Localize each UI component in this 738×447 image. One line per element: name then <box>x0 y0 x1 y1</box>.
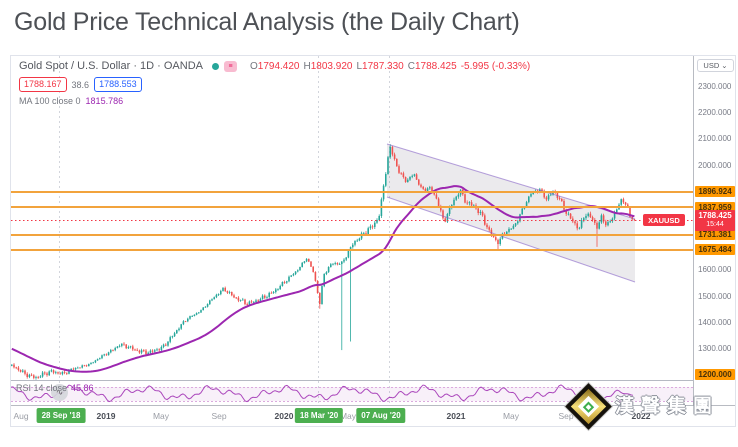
price-axis-tick: 1600.000 <box>698 265 732 275</box>
symbol-title[interactable]: Gold Spot / U.S. Dollar · 1D · OANDA <box>19 60 203 72</box>
level-price-badge: 1896.924 <box>695 186 735 198</box>
symbol-price-tag: XAUUSD <box>643 214 685 226</box>
price-axis-tick: 2300.000 <box>698 82 732 91</box>
ohlc-value: 1803.920 <box>310 60 353 72</box>
ohlc-key: O <box>250 60 258 72</box>
time-axis-label: May <box>502 411 520 421</box>
level-price-badge: 1200.000 <box>695 368 735 380</box>
price-axis-tick: 1400.000 <box>698 317 732 327</box>
ohlc-value: 1788.425 <box>414 60 457 72</box>
time-axis-label: Aug <box>13 411 29 421</box>
flame-icon[interactable]: ≡ <box>224 60 237 72</box>
price-chart-canvas[interactable] <box>11 56 693 405</box>
level-price-badge: 1731.381 <box>695 229 735 241</box>
last-price-value: 1788.425 <box>698 211 732 221</box>
company-watermark: 漢聲集團 <box>565 383 720 430</box>
price-axis-tick: 1300.000 <box>698 344 732 353</box>
market-open-dot-icon <box>212 62 219 70</box>
time-axis[interactable]: Aug 2019 May Sep 2020 May 2021 May Sep 2022 28 Sep… <box>11 405 735 426</box>
rsi-indicator-row[interactable]: RSI 14 close 45.86 <box>16 383 94 393</box>
date-marker-badge[interactable]: 28 Sep '18 <box>36 408 86 423</box>
time-axis-label: 2019 <box>96 411 116 421</box>
ohlc-value: 1794.420 <box>257 60 300 72</box>
chart-header: Gold Spot / U.S. Dollar · 1D · OANDA ≡ O… <box>19 60 534 106</box>
currency-label: USD <box>703 61 720 70</box>
indicator-high-badge: 1788.553 <box>94 77 142 92</box>
indicator-avatar-icon: ∿ <box>51 384 68 401</box>
ohlc-values: O1794.420 H1803.920 L1787.330 C1788.425 -5.9… <box>250 61 534 72</box>
ma-value: 1815.786 <box>85 96 124 106</box>
company-logo-icon <box>565 383 612 430</box>
ohlc-value: -5.995 (-0.33%) <box>460 60 531 72</box>
date-marker-badge[interactable]: 18 Mar '20 <box>294 408 344 423</box>
indicator-value-badges[interactable]: 1788.167 38.6 1788.553 <box>19 77 534 92</box>
price-axis-tick: 2100.000 <box>698 134 732 144</box>
level-price-badge: 1675.484 <box>695 244 735 256</box>
page-title: Gold Price Technical Analysis (the Daily… <box>14 8 520 36</box>
price-axis-tick: 2000.000 <box>698 160 732 170</box>
time-axis-label: 2020 <box>274 411 294 421</box>
date-marker-badge[interactable]: 07 Aug '20 <box>356 408 406 423</box>
time-axis-label: 2021 <box>446 411 466 421</box>
ma-indicator-row[interactable]: MA 100 close 0 1815.786 <box>19 96 534 106</box>
time-axis-label: May <box>339 411 357 421</box>
rsi-value: 45.86 <box>71 383 94 393</box>
price-axis-tick: 1500.000 <box>698 291 732 301</box>
ohlc-key: C <box>407 60 415 72</box>
time-axis-label: 2022 <box>631 411 651 421</box>
ohlc-key: L <box>356 60 363 72</box>
last-price-badge: 1788.425 15:44 <box>695 209 735 231</box>
price-axis[interactable]: 2300.000 2200.000 2100.000 2000.000 1600.000… <box>693 56 735 405</box>
currency-dropdown[interactable]: USD ⌄ <box>697 59 734 72</box>
ohlc-key: H <box>303 60 311 72</box>
indicator-low-badge: 1788.167 <box>19 77 67 92</box>
time-axis-label: Sep <box>211 411 227 421</box>
time-axis-label: May <box>152 411 170 421</box>
time-axis-label: Sep <box>558 411 574 421</box>
indicator-mid-value: 38.6 <box>71 79 90 90</box>
last-price-time: 15:44 <box>706 221 724 229</box>
level-price-badge: 1837.959 <box>695 201 735 213</box>
rsi-label: RSI 14 close <box>16 383 68 393</box>
company-name: 漢聲集團 <box>615 395 720 417</box>
tradingview-chart-widget: Gold Spot / U.S. Dollar · 1D · OANDA ≡ O… <box>10 55 736 427</box>
chevron-down-icon: ⌄ <box>721 61 728 70</box>
price-axis-tick: 2200.000 <box>698 108 732 118</box>
ma-label: MA 100 close 0 <box>19 96 81 106</box>
ohlc-value: 1787.330 <box>362 60 404 72</box>
